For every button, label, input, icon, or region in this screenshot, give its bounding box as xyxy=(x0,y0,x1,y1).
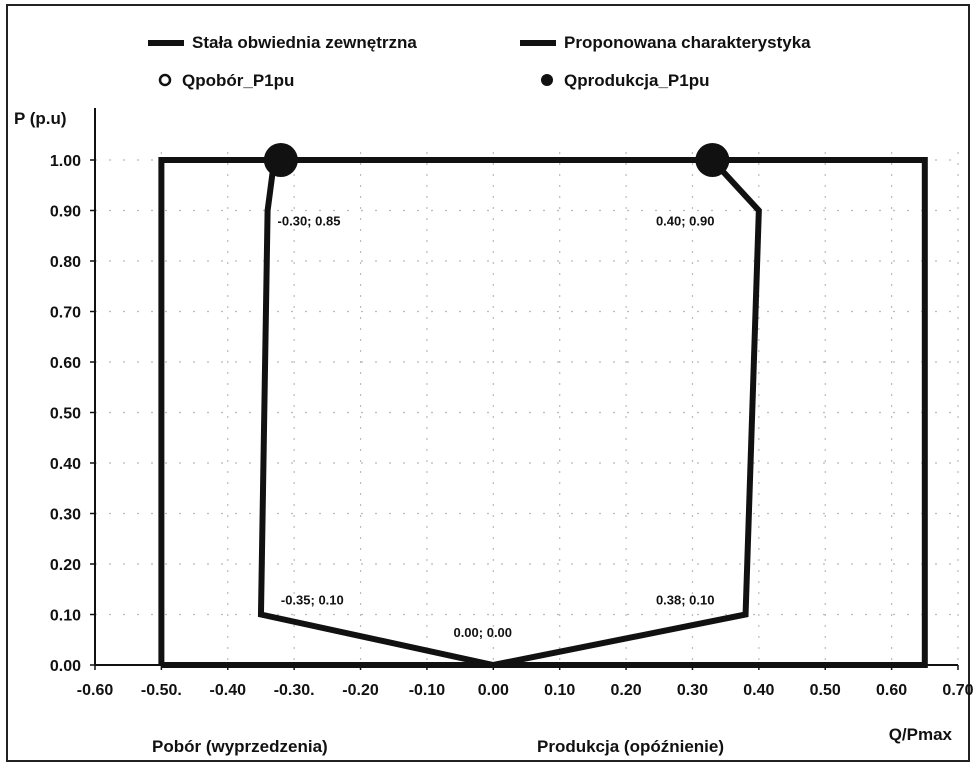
x-tick-label: -0.10 xyxy=(409,682,446,699)
chart-frame xyxy=(6,4,970,762)
legend-filled-circle-marker xyxy=(541,74,553,86)
x-subcaption-right: Produkcja (opóźnienie) xyxy=(537,737,724,756)
labels-group: -0.30; 0.85 0.40; 0.90 -0.35; 0.10 0.38; 0.… xyxy=(278,214,715,641)
x-tick-label: 0.60 xyxy=(876,682,907,699)
data-label: -0.30; 0.85 xyxy=(278,214,341,229)
data-label: 0.38; 0.10 xyxy=(656,592,715,607)
data-label: 0.00; 0.00 xyxy=(453,625,512,640)
legend-label: Stała obwiednia zewnętrzna xyxy=(192,33,417,52)
legend-open-circle-marker xyxy=(158,73,172,87)
x-tick-label: -0.30. xyxy=(274,682,315,699)
series-group xyxy=(158,143,928,669)
x-tick-label: 0.30 xyxy=(677,682,708,699)
y-tick-label: 0.00 xyxy=(50,658,81,675)
x-tick-label: 0.50 xyxy=(810,682,841,699)
point-qprodukcja xyxy=(695,143,730,177)
legend-label: Proponowana charakterystyka xyxy=(564,33,811,52)
grid xyxy=(95,152,959,665)
y-tick-label: 0.20 xyxy=(50,557,81,574)
x-tick-label: 0.20 xyxy=(611,682,642,699)
point-qprodukcja xyxy=(263,143,298,177)
x-tick-label: 0.70 xyxy=(942,682,973,699)
legend-label: Qprodukcja_P1pu xyxy=(564,71,709,90)
y-axis-title: P (p.u) xyxy=(14,109,67,128)
x-tick-label: 0.00 xyxy=(478,682,509,699)
y-tick-label: 0.70 xyxy=(50,305,81,322)
x-tick-label: -0.20 xyxy=(342,682,379,699)
x-tick-label: -0.40 xyxy=(210,682,247,699)
x-tick-label: 0.40 xyxy=(743,682,774,699)
y-tick-label: 0.90 xyxy=(50,204,81,221)
series-proposed-characteristic xyxy=(257,157,762,669)
y-tick-label: 0.30 xyxy=(50,507,81,524)
x-subcaption-left: Pobór (wyprzedzenia) xyxy=(152,737,328,756)
y-tick-label: 0.60 xyxy=(50,355,81,372)
data-label: -0.35; 0.10 xyxy=(281,592,344,607)
y-tick-label: 0.10 xyxy=(50,608,81,625)
x-tick-label: -0.60 xyxy=(77,682,114,699)
x-tick-label: 0.10 xyxy=(544,682,575,699)
x-axis-title: Q/Pmax xyxy=(889,725,953,744)
x-tick-label: -0.50. xyxy=(141,682,182,699)
y-tick-label: 1.00 xyxy=(50,153,81,170)
legend-label: Qpobór_P1pu xyxy=(182,71,294,90)
y-tick-label: 0.80 xyxy=(50,254,81,271)
legend: Stała obwiednia zewnętrzna Proponowana ch… xyxy=(148,33,811,90)
series-outer-envelope xyxy=(158,157,928,668)
data-label: 0.40; 0.90 xyxy=(656,214,715,229)
y-tick-label: 0.40 xyxy=(50,456,81,473)
y-tick-label: 0.50 xyxy=(50,406,81,423)
